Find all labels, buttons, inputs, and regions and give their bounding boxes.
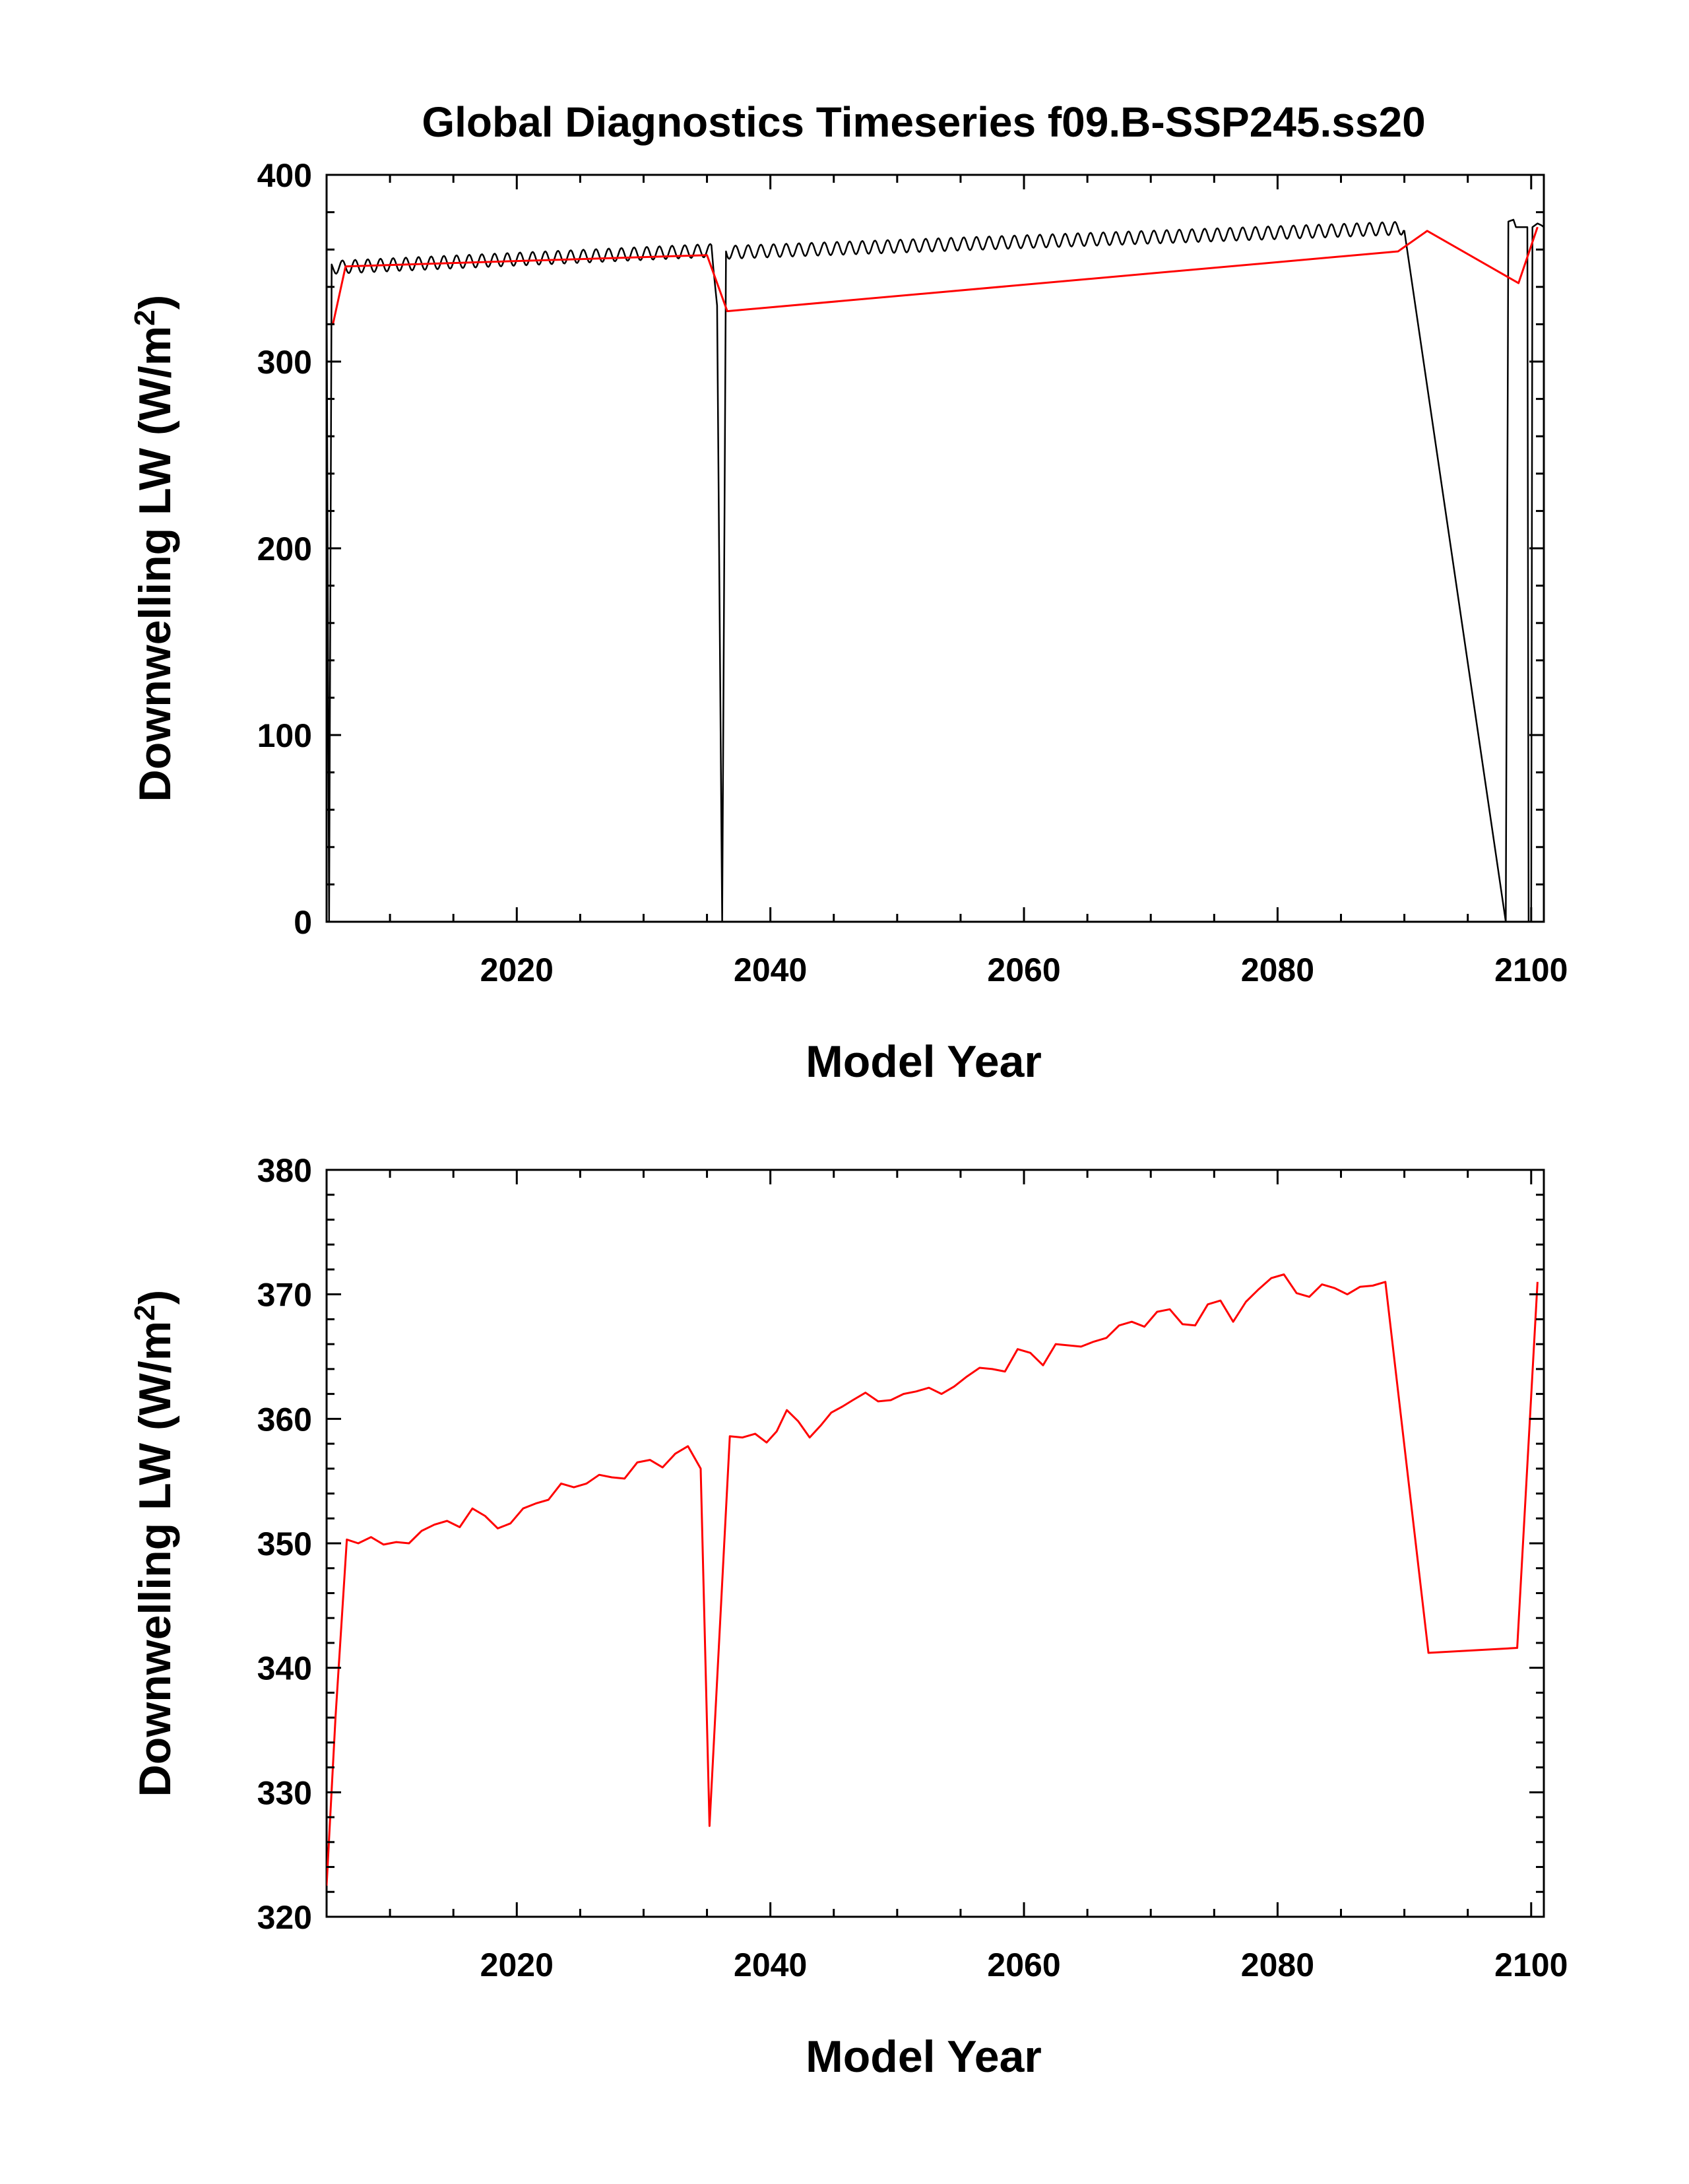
bottom-ticks xyxy=(325,1169,1544,1918)
x-tick-label: 2060 xyxy=(987,1946,1060,1983)
x-tick-label: 2060 xyxy=(987,951,1060,988)
top-ticks xyxy=(325,174,1544,923)
panel-top: 2020 2040 2060 2080 2100 0 100 200 300 400 Model… xyxy=(129,157,1568,1087)
x-tick-label: 2020 xyxy=(480,951,554,988)
series-line-annual xyxy=(327,1273,1539,1886)
y-tick-label: 370 xyxy=(257,1277,312,1314)
top-xtick-labels: 2020 2040 2060 2080 2100 xyxy=(480,951,1568,988)
x-tick-label: 2040 xyxy=(734,1946,807,1983)
plot-frame-bottom xyxy=(325,1169,1545,1918)
bottom-y-axis-label: Downwelling LW (W/m2) xyxy=(129,1290,181,1797)
x-tick-label: 2040 xyxy=(734,951,807,988)
bottom-series xyxy=(327,1273,1539,1886)
x-tick-label: 2100 xyxy=(1494,951,1568,988)
x-tick-label: 2080 xyxy=(1241,951,1314,988)
bottom-x-axis-label: Model Year xyxy=(806,2032,1042,2082)
x-tick-label: 2020 xyxy=(480,1946,554,1983)
y-tick-label: 380 xyxy=(257,1152,312,1189)
panel-bottom: 2020 2040 2060 2080 2100 3203303403503603703… xyxy=(129,1152,1568,2082)
bottom-ytick-labels: 320 330 340 350 360 370 380 xyxy=(257,1152,312,1936)
series-line-monthly xyxy=(327,218,1544,922)
y-tick-label: 330 xyxy=(257,1774,312,1811)
y-tick-label: 200 xyxy=(257,530,312,567)
bottom-xtick-labels: 2020 2040 2060 2080 2100 xyxy=(480,1946,1568,1983)
top-y-axis-label: Downwelling LW (W/m2) xyxy=(129,295,181,802)
y-tick-label: 300 xyxy=(257,344,312,381)
y-tick-label: 400 xyxy=(257,157,312,194)
y-tick-label: 100 xyxy=(257,717,312,754)
top-series xyxy=(327,218,1544,922)
y-tick-label: 0 xyxy=(294,904,312,941)
y-tick-label: 360 xyxy=(257,1401,312,1438)
x-tick-label: 2100 xyxy=(1494,1946,1568,1983)
y-tick-label: 340 xyxy=(257,1650,312,1687)
x-tick-label: 2080 xyxy=(1241,1946,1314,1983)
figure-title: Global Diagnostics Timeseries f09.B-SSP2… xyxy=(422,98,1425,146)
plot-frame-top xyxy=(325,174,1545,923)
series-line-annual xyxy=(332,226,1539,325)
top-ytick-labels: 0 100 200 300 400 xyxy=(257,157,312,941)
top-x-axis-label: Model Year xyxy=(806,1037,1042,1087)
y-tick-label: 350 xyxy=(257,1526,312,1562)
y-tick-label: 320 xyxy=(257,1899,312,1936)
